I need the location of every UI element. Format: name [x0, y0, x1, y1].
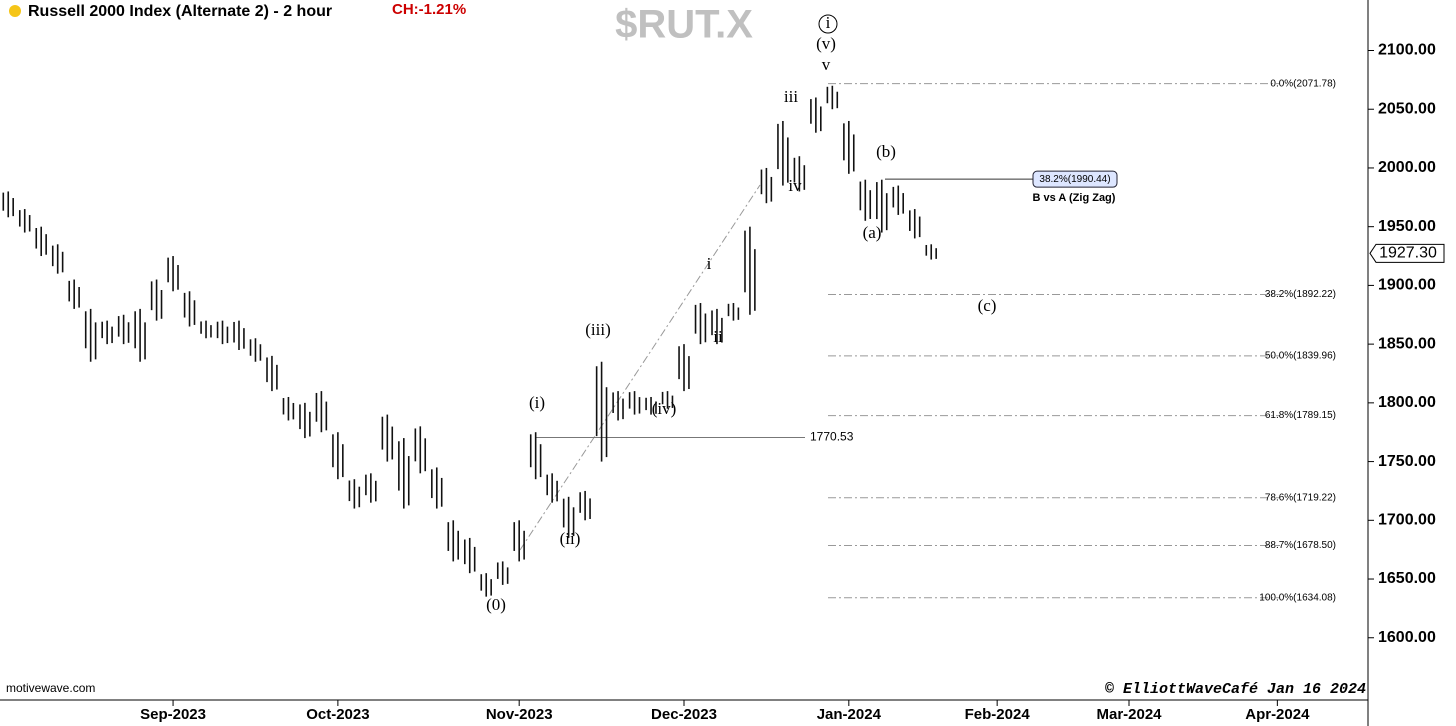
wave-label: (b): [876, 142, 896, 161]
x-tick-label: Feb-2024: [965, 706, 1031, 723]
y-tick-label: 2050.00: [1378, 100, 1436, 117]
y-tick-label: 1800.00: [1378, 394, 1436, 411]
level-box: [1032, 170, 1118, 188]
wave-circle: [818, 14, 838, 34]
wave-label: (iii): [585, 320, 611, 339]
y-tick-label: 1950.00: [1378, 218, 1436, 235]
x-tick-label: Nov-2023: [486, 706, 553, 723]
x-tick-label: Jan-2024: [817, 706, 882, 723]
wave-label: v: [822, 55, 831, 74]
wave-label: ii: [713, 327, 723, 346]
source-label: motivewave.com: [6, 681, 95, 695]
level-label: 38.2%(1990.44): [1039, 174, 1110, 185]
x-tick-label: Sep-2023: [140, 706, 206, 723]
wave-label: (ii): [560, 529, 581, 548]
y-tick-label: 2100.00: [1378, 42, 1436, 59]
y-tick-label: 1750.00: [1378, 453, 1436, 470]
fib-label: 88.7%(1678.50): [1265, 540, 1336, 551]
wave-label: (iv): [652, 399, 677, 418]
wave-label: (i): [529, 393, 545, 412]
wave-label: iv: [788, 176, 802, 195]
wave-label: (0): [486, 595, 506, 614]
wave-label: (v): [816, 34, 836, 53]
fib-label: 78.6%(1719.22): [1265, 492, 1336, 503]
fib-label: 38.2%(1892.22): [1265, 289, 1336, 300]
trend-line: [519, 184, 761, 551]
last-price-box: [1369, 243, 1445, 263]
wave-label: (a): [863, 223, 882, 242]
level-note: B vs A (Zig Zag): [1033, 192, 1116, 204]
credit-label: © ElliottWaveCafé Jan 16 2024: [1105, 681, 1366, 698]
wave-label: iii: [784, 87, 798, 106]
fib-label: 100.0%(1634.08): [1259, 592, 1336, 603]
change-label: CH:-1.21%: [392, 1, 466, 18]
wave-label: i: [826, 13, 831, 32]
x-tick-label: Oct-2023: [306, 706, 369, 723]
y-tick-label: 1600.00: [1378, 629, 1436, 646]
y-tick-label: 1650.00: [1378, 570, 1436, 587]
x-tick-label: Dec-2023: [651, 706, 717, 723]
status-dot: [9, 5, 21, 17]
wave-label: i: [707, 254, 712, 273]
x-tick-label: Apr-2024: [1245, 706, 1310, 723]
level-label: 1770.53: [810, 430, 854, 444]
fib-label: 61.8%(1789.15): [1265, 410, 1336, 421]
y-tick-label: 1850.00: [1378, 335, 1436, 352]
fib-label: 0.0%(2071.78): [1270, 78, 1336, 89]
last-price-label: 1927.30: [1379, 245, 1437, 262]
chart-title: Russell 2000 Index (Alternate 2) - 2 hou…: [28, 3, 332, 20]
symbol-watermark: $RUT.X: [615, 3, 753, 47]
wave-label: (c): [978, 296, 997, 315]
x-tick-label: Mar-2024: [1096, 706, 1162, 723]
y-tick-label: 1700.00: [1378, 512, 1436, 529]
fib-label: 50.0%(1839.96): [1265, 351, 1336, 362]
y-tick-label: 1900.00: [1378, 277, 1436, 294]
y-tick-label: 2000.00: [1378, 159, 1436, 176]
